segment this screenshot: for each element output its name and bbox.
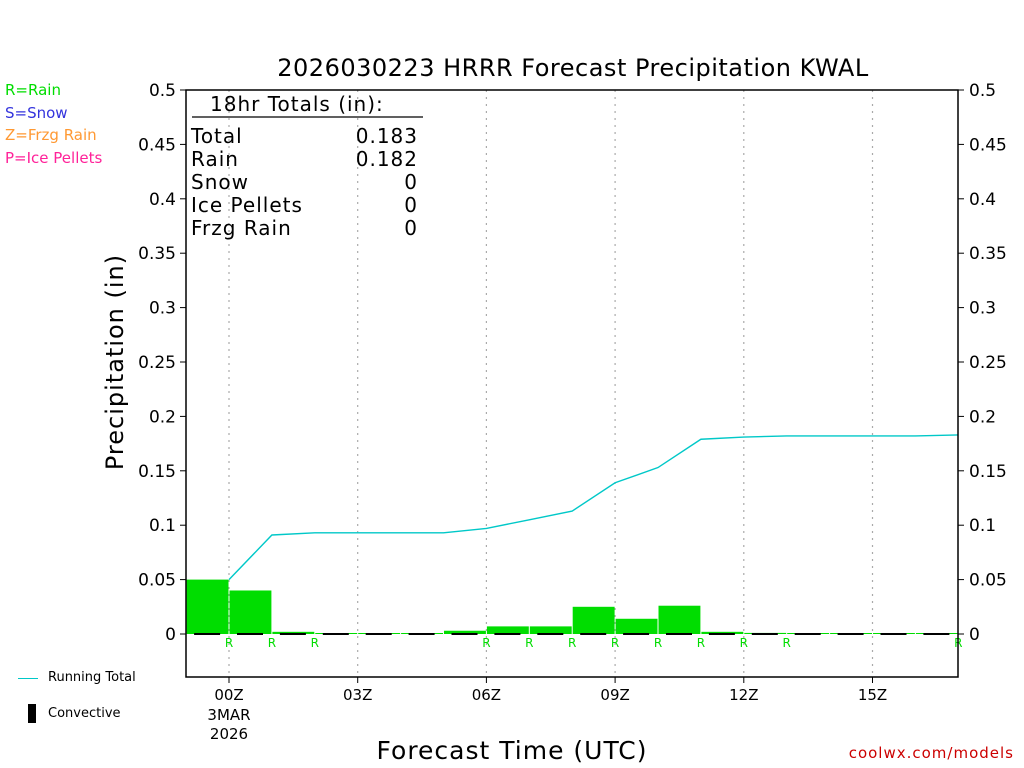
y-tick-label: 0.5 [149, 81, 176, 101]
x-tick-label: 06Z [472, 686, 501, 704]
precip-type-label: R [311, 636, 319, 650]
convective-bar [880, 633, 907, 635]
running-total-line-icon [18, 678, 38, 679]
legend-rain: R=Rain [5, 81, 61, 99]
totals-heading: 18hr Totals (in): [210, 92, 384, 116]
totals-row-value: 0 [404, 216, 418, 240]
precip-type-label: R [697, 636, 705, 650]
precip-type-label: R [225, 636, 233, 650]
x-tick-label: 03Z [343, 686, 372, 704]
legend-frzg-rain: Z=Frzg Rain [5, 126, 97, 144]
y-tick-label: 0.2 [149, 407, 176, 427]
convective-swatch-icon [28, 704, 36, 723]
precip-type-label: R [568, 636, 576, 650]
chart-title: 2026030223 HRRR Forecast Precipitation K… [277, 54, 869, 82]
y-tick-label: 0.3 [149, 299, 176, 319]
y-tick-label-right: 0.1 [969, 516, 996, 536]
y-tick-label-right: 0.45 [969, 135, 1007, 155]
rain-bar [272, 631, 315, 634]
totals-row-label: Total [190, 124, 243, 148]
rain-bar [186, 579, 229, 634]
y-tick-label: 0.45 [138, 135, 176, 155]
rain-bar [701, 631, 744, 634]
convective-bar [279, 633, 306, 635]
rain-bar [572, 606, 615, 634]
totals-row-value: 0 [404, 170, 418, 194]
y-axis-label: Precipitation (in) [101, 254, 129, 470]
totals-row-label: Rain [191, 147, 239, 171]
legend-ice-pellets: P=Ice Pellets [5, 149, 103, 167]
y-tick-label: 0.15 [138, 462, 176, 482]
convective-bar [837, 633, 864, 635]
x-tick-label: 09Z [600, 686, 629, 704]
x-tick-sublabel: 3MAR [207, 706, 250, 724]
x-tick-label: 12Z [729, 686, 758, 704]
rain-bar [229, 590, 272, 634]
precip-type-label: R [654, 636, 662, 650]
y-tick-label: 0 [165, 625, 176, 645]
plot-frame [185, 89, 959, 678]
rain-bar [615, 618, 658, 634]
totals-row-value: 0 [404, 193, 418, 217]
y-tick-label: 0.25 [138, 353, 176, 373]
rain-bar [529, 626, 572, 634]
convective-bar [623, 633, 650, 635]
rain-bar [486, 626, 529, 634]
convective-bar [237, 633, 263, 635]
y-tick-label: 0.4 [149, 190, 176, 210]
legend-running-total: Running Total [48, 670, 136, 685]
running-total-line [228, 434, 959, 581]
totals-row-label: Snow [191, 170, 249, 194]
y-tick-label-right: 0.15 [969, 462, 1007, 482]
y-tick-label-right: 0.3 [969, 299, 996, 319]
precip-type-label: R [783, 636, 791, 650]
convective-bar [666, 633, 692, 635]
convective-bar [494, 633, 521, 635]
convective-bar [194, 633, 221, 635]
precip-type-label: R [482, 636, 490, 650]
precip-type-label: R [525, 636, 533, 650]
convective-bar [365, 633, 392, 635]
y-tick-label: 0.05 [138, 571, 176, 591]
y-tick-label-right: 0.2 [969, 407, 996, 427]
convective-bar [408, 633, 435, 635]
y-tick-label-right: 0.35 [969, 244, 1007, 264]
y-tick-label: 0.1 [149, 516, 176, 536]
y-tick-label: 0.35 [138, 244, 176, 264]
legend-convective: Convective [48, 706, 121, 721]
x-tick-label: 15Z [858, 686, 887, 704]
convective-bar [751, 633, 778, 635]
convective-bar [451, 633, 478, 635]
totals-row-label: Ice Pellets [191, 193, 303, 217]
precip-type-label: R [611, 636, 619, 650]
y-tick-label-right: 0.05 [969, 571, 1007, 591]
convective-bar [708, 633, 735, 635]
x-tick-sublabel: 2026 [210, 725, 248, 743]
totals-row-value: 0.183 [356, 124, 418, 148]
y-tick-label-right: 0.4 [969, 190, 996, 210]
x-axis-label: Forecast Time (UTC) [377, 736, 648, 765]
precip-type-label: R [740, 636, 748, 650]
convective-bar [794, 633, 821, 635]
convective-bar [923, 633, 950, 635]
x-tick-label: 00Z [214, 686, 243, 704]
rain-bar [444, 630, 486, 634]
y-tick-label-right: 0.25 [969, 353, 1007, 373]
convective-bar [537, 633, 564, 635]
site-footer: coolwx.com/models [848, 744, 1014, 762]
legend-snow: S=Snow [5, 104, 68, 122]
y-tick-label-right: 0.5 [969, 81, 996, 101]
rain-bar [658, 605, 701, 634]
totals-row-label: Frzg Rain [191, 216, 292, 240]
totals-row-value: 0.182 [356, 147, 418, 171]
convective-bar [322, 633, 349, 635]
convective-bar [580, 633, 607, 635]
precip-type-label: R [268, 636, 276, 650]
y-tick-label-right: 0 [969, 625, 980, 645]
